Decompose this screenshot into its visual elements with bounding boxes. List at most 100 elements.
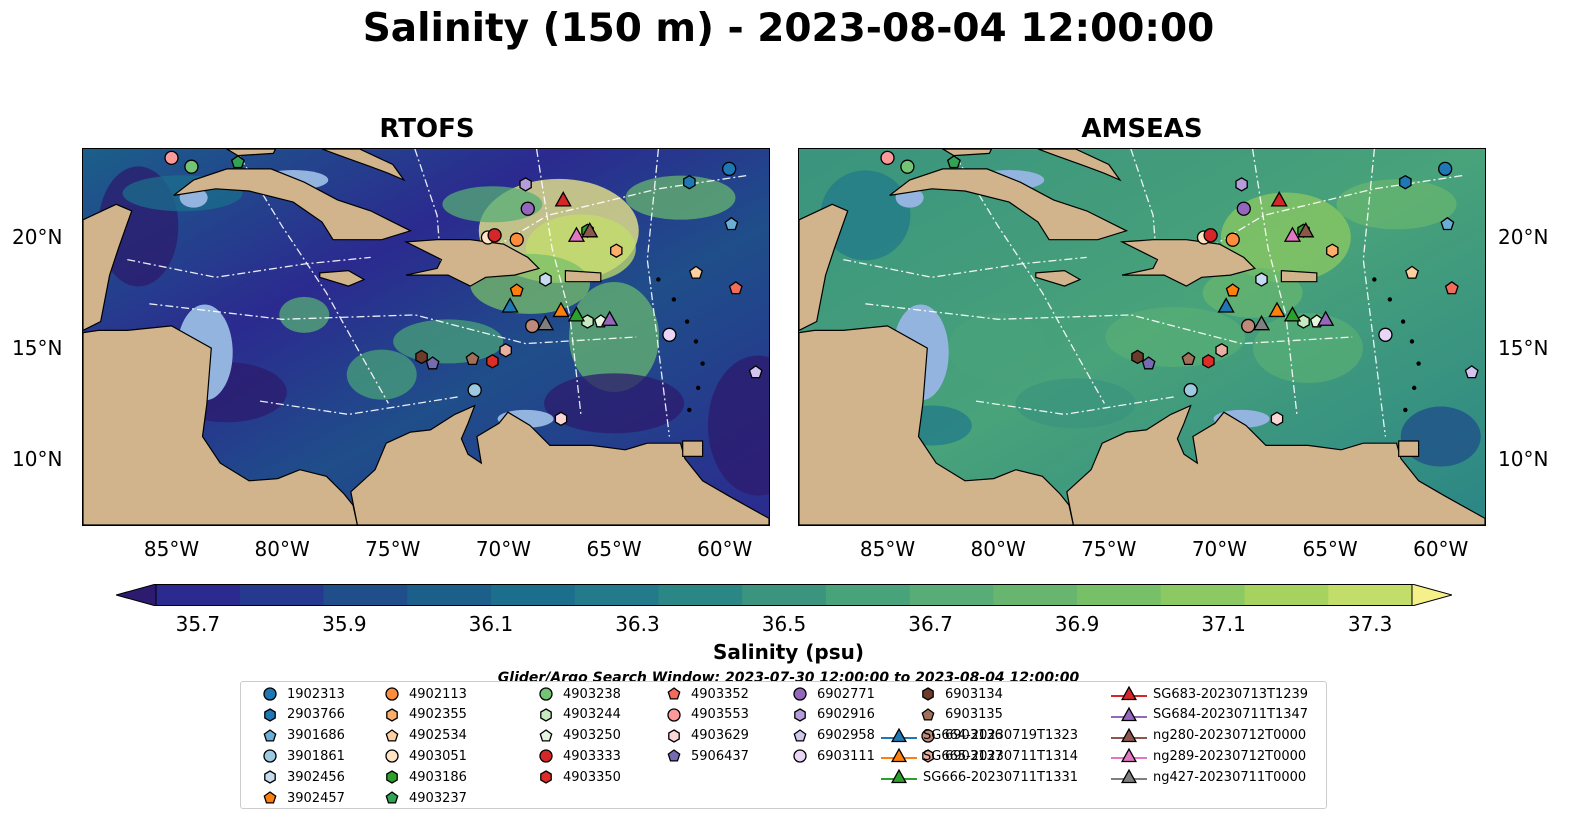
colorbar-segment bbox=[993, 584, 1078, 606]
obs-marker bbox=[539, 272, 552, 287]
boundary-line bbox=[149, 303, 637, 345]
land-cuba bbox=[889, 168, 1129, 241]
colorbar-tick-label: 35.9 bbox=[322, 612, 367, 636]
obs-marker bbox=[1252, 314, 1271, 331]
colorbar-segment bbox=[1077, 584, 1162, 606]
obs-marker bbox=[509, 283, 524, 297]
obs-marker bbox=[487, 228, 502, 243]
obs-marker bbox=[230, 154, 245, 169]
obs-marker bbox=[722, 161, 737, 177]
colorbar-segment bbox=[1328, 584, 1413, 606]
obs-marker bbox=[1203, 228, 1218, 243]
legend-label: 6902958 bbox=[817, 728, 875, 744]
obs-marker bbox=[509, 232, 524, 247]
obs-marker bbox=[1464, 365, 1479, 379]
legend-label: 3901686 bbox=[287, 728, 345, 744]
obs-marker bbox=[900, 159, 915, 174]
legend-marker bbox=[539, 749, 553, 764]
legend: 1902313 2903766 3901686 3901861 3902456 39024… bbox=[240, 681, 1327, 809]
obs-marker bbox=[1283, 306, 1302, 322]
land-trinidad bbox=[682, 440, 704, 457]
obs-marker bbox=[467, 382, 482, 398]
legend-item: 6903137 bbox=[917, 746, 1003, 766]
legend-label: 4903250 bbox=[563, 728, 621, 744]
legend-label: 4903237 bbox=[409, 790, 467, 806]
legend-label: 4903238 bbox=[563, 686, 621, 702]
legend-marker bbox=[668, 728, 680, 743]
land-hispaniola bbox=[1119, 239, 1257, 287]
legend-marker bbox=[385, 728, 399, 742]
legend-label: 3902457 bbox=[287, 790, 345, 806]
legend-item: ng289-20230712T0000 bbox=[1111, 746, 1306, 766]
legend-marker bbox=[881, 768, 917, 784]
legend-item: SG666-20230711T1331 bbox=[881, 767, 1078, 787]
legend-item: 4902113 bbox=[381, 684, 467, 704]
legend-marker bbox=[667, 749, 681, 762]
boundary-line bbox=[1362, 149, 1387, 437]
legend-item: 4903333 bbox=[535, 746, 621, 766]
obs-marker bbox=[1235, 177, 1248, 192]
land-yucatan bbox=[83, 203, 133, 332]
legend-label: 1902313 bbox=[287, 686, 345, 702]
obs-marker bbox=[1283, 226, 1302, 242]
obs-marker bbox=[184, 159, 199, 174]
legend-marker bbox=[539, 687, 553, 701]
legend-label: 6903111 bbox=[817, 748, 875, 764]
legend-marker bbox=[667, 708, 681, 722]
obs-marker bbox=[519, 177, 532, 192]
obs-marker bbox=[1215, 343, 1228, 358]
legend-marker bbox=[922, 687, 934, 701]
lon-tick-label: 70°W bbox=[1191, 537, 1248, 561]
legend-label: 4903333 bbox=[563, 748, 621, 764]
obs-marker bbox=[1268, 301, 1286, 318]
legend-marker bbox=[921, 707, 935, 721]
obs-marker bbox=[1217, 297, 1235, 313]
legend-item: 4903244 bbox=[535, 705, 621, 725]
legend-item: 6903135 bbox=[917, 705, 1003, 725]
colorbar-segment bbox=[1160, 584, 1246, 606]
boundary-line bbox=[646, 149, 671, 437]
colorbar-svg bbox=[114, 583, 1454, 607]
obs-marker bbox=[601, 310, 619, 326]
legend-item: ng427-20230711T0000 bbox=[1111, 767, 1306, 787]
legend-marker bbox=[1111, 748, 1147, 763]
lat-tick-label-right: 10°N bbox=[1498, 446, 1549, 471]
boundary-line bbox=[1251, 149, 1298, 415]
legend-label: 4903186 bbox=[409, 769, 467, 785]
legend-marker bbox=[263, 728, 277, 742]
legend-item: 3901686 bbox=[259, 726, 345, 746]
legend-label: 4903350 bbox=[563, 769, 621, 785]
legend-marker bbox=[793, 749, 807, 764]
land-trinidad bbox=[1398, 440, 1420, 457]
legend-item: 4903250 bbox=[535, 726, 621, 746]
obs-marker bbox=[1225, 283, 1240, 297]
legend-label: 4902355 bbox=[409, 707, 467, 723]
land-jamaica bbox=[1035, 269, 1082, 287]
legend-item: 2903766 bbox=[259, 705, 345, 725]
legend-item: 6903111 bbox=[789, 746, 875, 766]
legend-marker bbox=[794, 708, 806, 722]
colorbar-tick-label: 36.1 bbox=[468, 612, 514, 636]
legend-item: 4902355 bbox=[381, 705, 467, 725]
colorbar-segment bbox=[825, 584, 911, 606]
lon-tick-label: 75°W bbox=[365, 537, 421, 561]
legend-item: 3901861 bbox=[259, 746, 345, 766]
obs-marker bbox=[1317, 310, 1335, 326]
legend-marker bbox=[264, 708, 276, 722]
obs-marker bbox=[536, 314, 555, 331]
boundary-line bbox=[865, 303, 1353, 345]
legend-marker bbox=[922, 749, 934, 764]
colorbar-segment bbox=[574, 584, 659, 606]
legend-item: 6903134 bbox=[917, 684, 1003, 704]
legend-item: 6902916 bbox=[789, 705, 875, 725]
obs-marker bbox=[1326, 243, 1339, 258]
legend-label: 6903135 bbox=[945, 707, 1003, 723]
legend-label: SG665-20230711T1314 bbox=[923, 748, 1079, 764]
legend-marker bbox=[385, 687, 399, 701]
colorbar-tick-label: 36.7 bbox=[908, 612, 953, 636]
colorbar-tick-label: 36.5 bbox=[761, 612, 807, 636]
obs-marker bbox=[1236, 201, 1251, 216]
legend-marker bbox=[385, 791, 399, 804]
legend-marker bbox=[1111, 768, 1147, 784]
obs-marker bbox=[581, 222, 599, 238]
